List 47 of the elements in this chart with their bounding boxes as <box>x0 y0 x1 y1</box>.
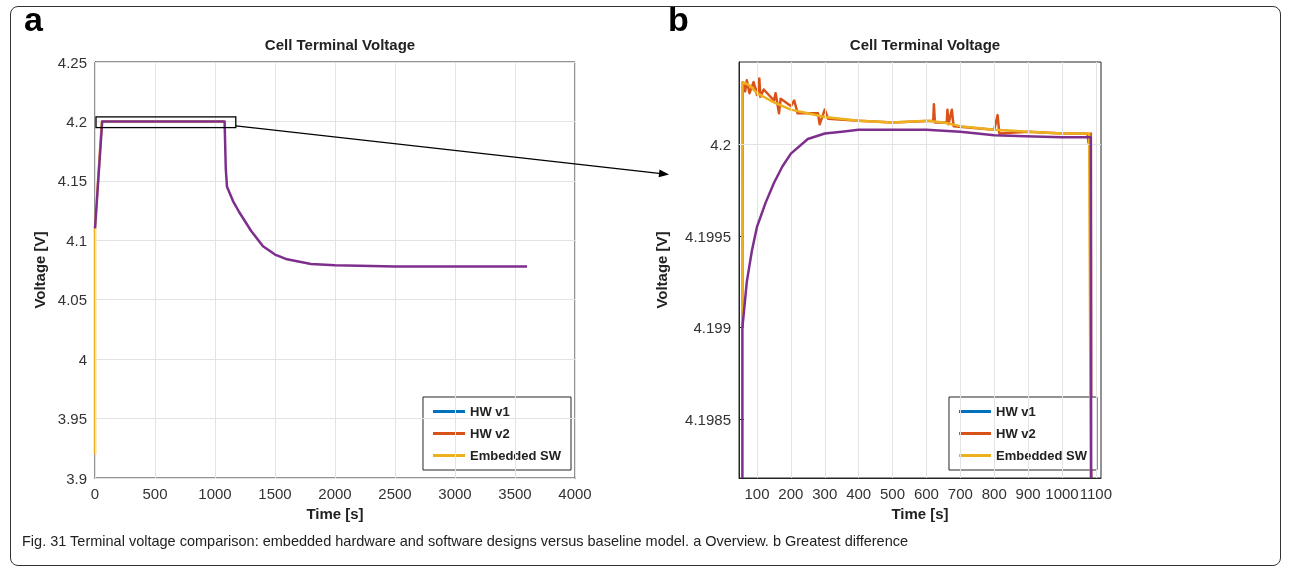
legend-label: HW v1 <box>469 404 510 419</box>
y-tick-label: 3.95 <box>57 410 87 428</box>
caption: Fig. 31 Terminal voltage comparison: embedded hardware and software designs versus baseline model. a Overview. b Greatest difference <box>22 533 909 549</box>
x-tick-label: 300 <box>812 485 838 502</box>
x-axis-title: Time [s] <box>891 505 949 522</box>
chart-title: Cell Terminal Voltage <box>849 36 1001 53</box>
x-tick-label: 500 <box>142 485 168 502</box>
y-tick-label: 4 <box>78 350 87 368</box>
x-tick-label: 1100 <box>1079 485 1113 502</box>
x-tick-label: 700 <box>947 485 973 502</box>
x-tick-label: 1000 <box>1045 485 1079 502</box>
y-tick-label: 3.9 <box>66 469 87 487</box>
x-tick-label: 100 <box>744 485 770 502</box>
y-axis-title: Voltage [V] <box>653 231 670 309</box>
x-tick-label: 2000 <box>318 485 352 502</box>
x-tick-label: 200 <box>778 485 804 502</box>
x-tick-label: 3000 <box>438 485 472 502</box>
y-tick-label: 4.1 <box>66 231 87 249</box>
x-tick-label: 400 <box>846 485 872 502</box>
legend-label: HW v1 <box>995 404 1036 419</box>
y-tick-label: 4.25 <box>57 53 87 71</box>
x-tick-label: 3500 <box>498 485 532 502</box>
x-axis-title: Time [s] <box>306 505 364 522</box>
x-tick-label: 1000 <box>198 485 232 502</box>
x-tick-label: 500 <box>880 485 906 502</box>
x-tick-label: 800 <box>981 485 1007 502</box>
y-tick-label: 4.199 <box>693 319 731 337</box>
y-tick-label: 4.05 <box>57 291 87 309</box>
y-tick-label: 4.15 <box>57 172 87 190</box>
text: a <box>24 0 43 39</box>
y-tick-label: 4.1985 <box>685 410 731 428</box>
x-tick-label: 4000 <box>558 485 592 502</box>
y-tick-label: 4.2 <box>710 135 731 153</box>
chart-title: Cell Terminal Voltage <box>264 36 416 53</box>
legend-label: HW v2 <box>995 426 1036 441</box>
x-tick-label: 0 <box>90 485 100 502</box>
y-axis-title: Voltage [V] <box>30 231 48 309</box>
y-tick-label: 4.1995 <box>685 227 731 245</box>
x-tick-label: 2500 <box>378 485 412 502</box>
text: b <box>668 0 689 39</box>
legend-label: HW v2 <box>469 426 510 441</box>
x-tick-label: 900 <box>1015 485 1041 502</box>
legend-label: Embedded SW <box>469 448 562 463</box>
y-tick-label: 4.2 <box>66 112 87 130</box>
x-tick-label: 600 <box>913 485 939 502</box>
legend-label: Embedded SW <box>995 448 1088 463</box>
x-tick-label: 1500 <box>258 485 292 502</box>
